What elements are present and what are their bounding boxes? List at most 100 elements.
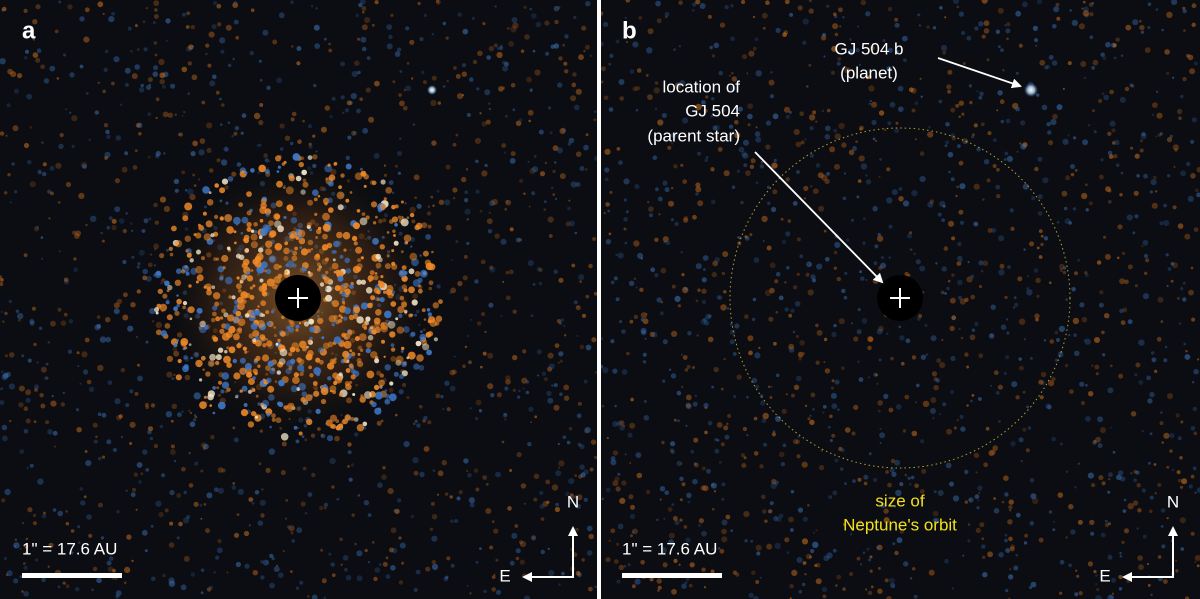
speckle xyxy=(1038,229,1043,234)
speckle xyxy=(978,353,984,359)
speckle xyxy=(824,178,830,185)
planet-label: (planet) xyxy=(840,63,898,82)
speckle xyxy=(388,393,397,402)
speckle xyxy=(220,389,225,394)
speckle xyxy=(981,544,986,549)
speckle xyxy=(554,197,558,200)
speckle xyxy=(212,311,217,317)
speckle xyxy=(774,542,781,550)
speckle xyxy=(8,383,15,390)
speckle xyxy=(311,472,316,478)
speckle xyxy=(378,379,385,387)
speckle xyxy=(593,291,597,296)
speckle xyxy=(631,27,636,32)
speckle xyxy=(52,508,57,512)
speckle xyxy=(676,390,682,396)
speckle xyxy=(65,108,68,111)
speckle xyxy=(24,544,29,549)
speckle xyxy=(1160,320,1164,323)
speckle xyxy=(1101,481,1106,486)
speckle xyxy=(523,502,526,505)
speckle xyxy=(1161,441,1164,444)
speckle xyxy=(101,455,106,459)
speckle xyxy=(569,501,573,504)
speckle xyxy=(106,560,112,566)
speckle xyxy=(675,82,681,88)
speckle xyxy=(334,435,340,442)
speckle xyxy=(559,392,563,397)
speckle xyxy=(924,323,928,328)
speckle xyxy=(332,372,339,379)
speckle xyxy=(749,164,755,169)
speckle xyxy=(957,279,963,286)
speckle xyxy=(589,467,594,472)
speckle xyxy=(241,385,248,392)
speckle xyxy=(199,378,203,382)
speckle xyxy=(1073,333,1077,338)
speckle xyxy=(282,186,286,190)
speckle xyxy=(891,471,897,477)
speckle xyxy=(83,36,90,43)
speckle xyxy=(1039,395,1044,400)
speckle xyxy=(576,334,579,338)
speckle xyxy=(630,504,635,510)
speckle xyxy=(244,313,250,318)
speckle xyxy=(993,508,1000,514)
speckle xyxy=(721,536,728,543)
speckle xyxy=(423,415,428,421)
speckle xyxy=(185,25,190,29)
speckle xyxy=(510,82,516,88)
speckle xyxy=(522,387,525,390)
speckle xyxy=(1191,22,1196,27)
speckle xyxy=(333,161,338,166)
speckle xyxy=(539,490,544,496)
speckle xyxy=(575,527,579,532)
speckle xyxy=(336,270,344,278)
speckle xyxy=(409,206,416,214)
speckle xyxy=(192,173,196,177)
speckle xyxy=(371,23,375,27)
speckle xyxy=(69,111,72,115)
speckle xyxy=(131,559,134,563)
speckle xyxy=(1096,260,1102,265)
speckle xyxy=(990,333,994,338)
speckle xyxy=(36,48,42,53)
speckle xyxy=(351,513,355,517)
speckle xyxy=(566,440,571,445)
speckle xyxy=(780,462,786,467)
speckle xyxy=(1104,253,1111,260)
speckle xyxy=(68,319,74,324)
speckle xyxy=(750,539,754,543)
speckle xyxy=(833,12,837,17)
speckle xyxy=(648,206,654,213)
speckle xyxy=(616,147,621,151)
speckle xyxy=(699,3,706,9)
speckle xyxy=(621,369,628,375)
speckle xyxy=(1006,37,1009,41)
speckle xyxy=(429,527,434,531)
speckle xyxy=(815,360,820,365)
speckle xyxy=(886,167,891,172)
speckle xyxy=(254,260,262,268)
speckle xyxy=(836,61,841,66)
speckle xyxy=(1091,483,1096,488)
speckle xyxy=(799,111,804,116)
speckle xyxy=(501,143,507,148)
speckle xyxy=(530,314,534,318)
speckle xyxy=(384,263,391,270)
speckle xyxy=(276,77,283,84)
speckle xyxy=(333,240,340,248)
speckle xyxy=(811,278,817,283)
speckle xyxy=(350,369,356,374)
speckle xyxy=(153,0,160,7)
speckle xyxy=(944,144,948,148)
speckle xyxy=(569,493,574,497)
speckle xyxy=(190,572,196,577)
speckle xyxy=(930,335,937,342)
speckle xyxy=(102,12,105,15)
speckle xyxy=(494,233,500,239)
speckle xyxy=(731,131,735,135)
speckle xyxy=(637,252,644,259)
speckle xyxy=(322,233,328,240)
speckle xyxy=(778,451,785,458)
